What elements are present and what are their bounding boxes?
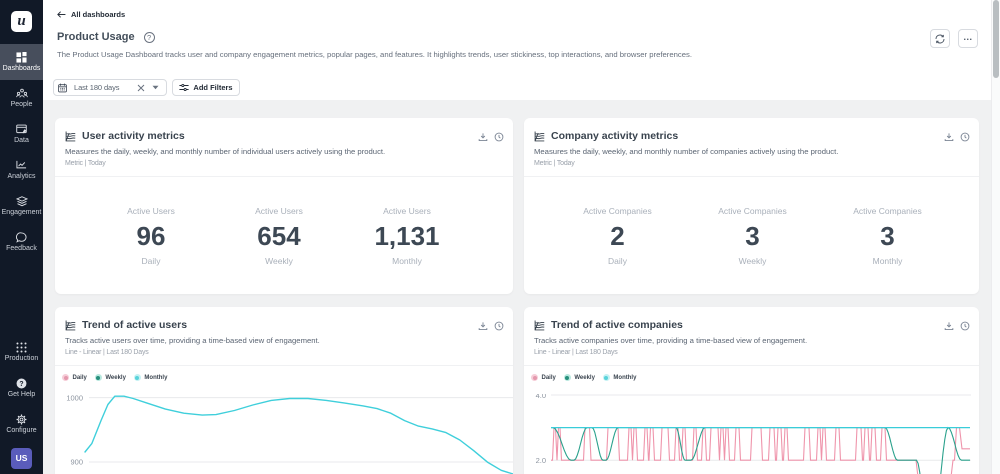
svg-text:2.0: 2.0 bbox=[536, 456, 546, 465]
svg-text:900: 900 bbox=[70, 458, 83, 467]
svg-text:?: ? bbox=[19, 380, 23, 387]
svg-text:4.0: 4.0 bbox=[536, 394, 546, 400]
svg-text:1000: 1000 bbox=[66, 394, 83, 403]
